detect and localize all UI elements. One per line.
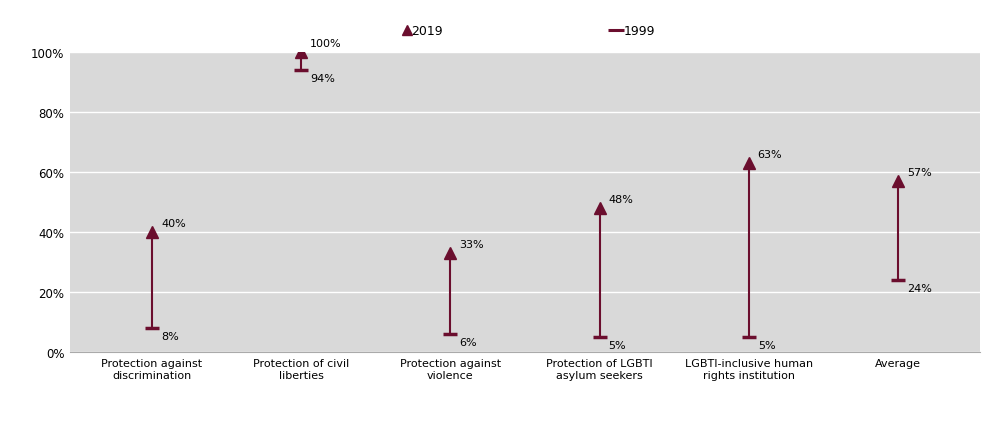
Text: 8%: 8%: [161, 332, 179, 341]
Text: 57%: 57%: [907, 168, 932, 178]
Text: 100%: 100%: [310, 39, 342, 49]
Text: 40%: 40%: [161, 218, 186, 228]
Text: 6%: 6%: [459, 338, 477, 347]
Text: 5%: 5%: [758, 341, 775, 350]
Text: 63%: 63%: [758, 150, 782, 160]
Text: 2019: 2019: [411, 25, 443, 37]
Text: 1999: 1999: [623, 25, 655, 37]
Text: 33%: 33%: [459, 240, 484, 249]
Text: 48%: 48%: [609, 194, 633, 204]
Text: 5%: 5%: [609, 341, 626, 350]
Text: 24%: 24%: [907, 284, 932, 294]
Text: 94%: 94%: [310, 74, 335, 84]
